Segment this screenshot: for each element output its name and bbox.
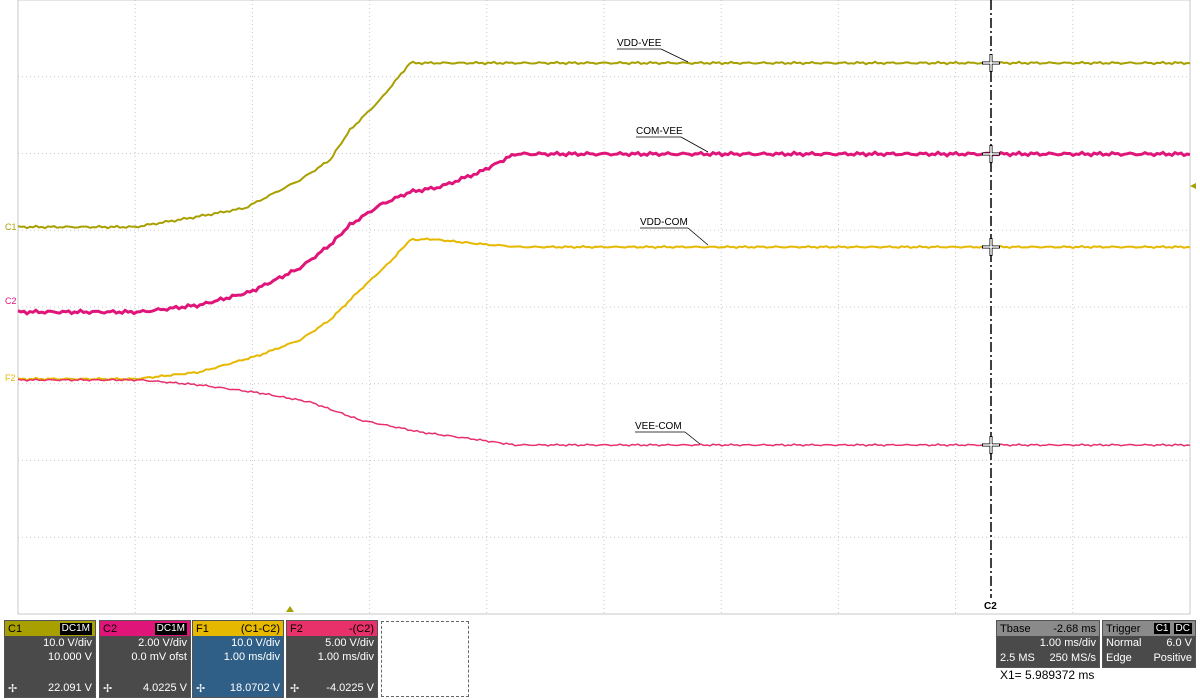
- cursor-cross-inner: [983, 239, 999, 255]
- f1-measure: 18.0702 V: [229, 682, 280, 694]
- trigger-panel[interactable]: Trigger C1 DC Normal 6.0 V Edge Positive: [1102, 620, 1196, 668]
- trigger-ch: C1: [1153, 623, 1171, 634]
- trigger-type: Edge: [1106, 652, 1132, 664]
- c2-panel[interactable]: C2 DC1M 2.00 V/div 0.0 mV ofst ✢ 4.0225 V: [99, 620, 191, 698]
- cursor-cross-inner: [983, 55, 999, 71]
- cursor-readout: X1= 5.989372 ms: [1000, 668, 1095, 682]
- c2-marker[interactable]: C2: [5, 296, 17, 306]
- f2-panel[interactable]: F2 -(C2) 5.00 V/div 1.00 ms/div ✢ -4.0225…: [286, 620, 378, 698]
- f2-marker[interactable]: F2: [5, 373, 16, 383]
- f1-panel[interactable]: F1 (C1-C2) 10.0 V/div 1.00 ms/div ✢ 18.07…: [192, 620, 284, 698]
- f2-name: F2: [290, 622, 303, 635]
- cursor-icon: ✢: [8, 683, 18, 695]
- f2-func: -(C2): [348, 622, 374, 635]
- trigger-label: Trigger: [1106, 622, 1141, 635]
- cursor-label: C2: [984, 601, 997, 612]
- label-vee-com: VEE-COM: [635, 421, 682, 432]
- timebase-tdiv: 1.00 ms/div: [1039, 637, 1096, 649]
- f2-measure: -4.0225 V: [326, 682, 374, 694]
- c1-name: C1: [8, 622, 23, 635]
- timebase-delay: -2.68 ms: [1053, 622, 1096, 635]
- cursor-icon: ✢: [196, 683, 206, 695]
- c2-offset: 0.0 mV ofst: [131, 651, 187, 663]
- f1-vdiv: 10.0 V/div: [231, 637, 280, 649]
- c1-measure: 22.091 V: [47, 682, 92, 694]
- f2-vdiv: 5.00 V/div: [325, 637, 374, 649]
- trigger-position-marker[interactable]: [286, 606, 294, 612]
- timebase-panel[interactable]: Tbase -2.68 ms 1.00 ms/div 2.5 MS 250 MS/s: [996, 620, 1100, 668]
- label-vdd-com: VDD-COM: [640, 217, 688, 228]
- c1-offset: 10.000 V: [47, 651, 92, 663]
- c1-marker[interactable]: C1: [5, 222, 17, 232]
- trigger-level-marker[interactable]: [1190, 183, 1196, 189]
- f1-name: F1: [196, 622, 209, 635]
- trigger-coupling: DC: [1173, 623, 1192, 634]
- cursor-icon: ✢: [290, 683, 300, 695]
- c2-coupling: DC1M: [154, 622, 187, 635]
- c2-measure: 4.0225 V: [142, 682, 187, 694]
- f2-tdiv: 1.00 ms/div: [317, 651, 374, 663]
- c1-panel[interactable]: C1 DC1M 10.0 V/div 10.000 V ✢ 22.091 V: [4, 620, 96, 698]
- label-vdd-vee: VDD-VEE: [617, 38, 662, 49]
- empty-slot[interactable]: [381, 621, 469, 697]
- c1-vdiv: 10.0 V/div: [43, 637, 92, 649]
- c2-name: C2: [103, 622, 118, 635]
- cursor-icon: ✢: [103, 683, 113, 695]
- f1-func: (C1-C2): [240, 622, 280, 635]
- trigger-level: 6.0 V: [1166, 637, 1192, 649]
- label-com-vee: COM-VEE: [636, 126, 683, 137]
- scope-display[interactable]: C2 VDD-VEE COM-VEE VDD-COM VEE-COM C1 C2…: [0, 0, 1200, 615]
- timebase-label: Tbase: [1000, 622, 1031, 635]
- timebase-samples: 2.5 MS: [1000, 652, 1035, 664]
- cursor-cross-inner: [983, 437, 999, 453]
- f1-tdiv: 1.00 ms/div: [223, 651, 280, 663]
- c2-vdiv: 2.00 V/div: [138, 637, 187, 649]
- cursor-intersections: [982, 54, 1000, 454]
- trigger-slope: Positive: [1153, 652, 1192, 664]
- cursor-cross-inner: [983, 146, 999, 162]
- timebase-rate: 250 MS/s: [1049, 652, 1096, 664]
- trigger-mode: Normal: [1106, 637, 1142, 649]
- c1-coupling: DC1M: [59, 622, 92, 635]
